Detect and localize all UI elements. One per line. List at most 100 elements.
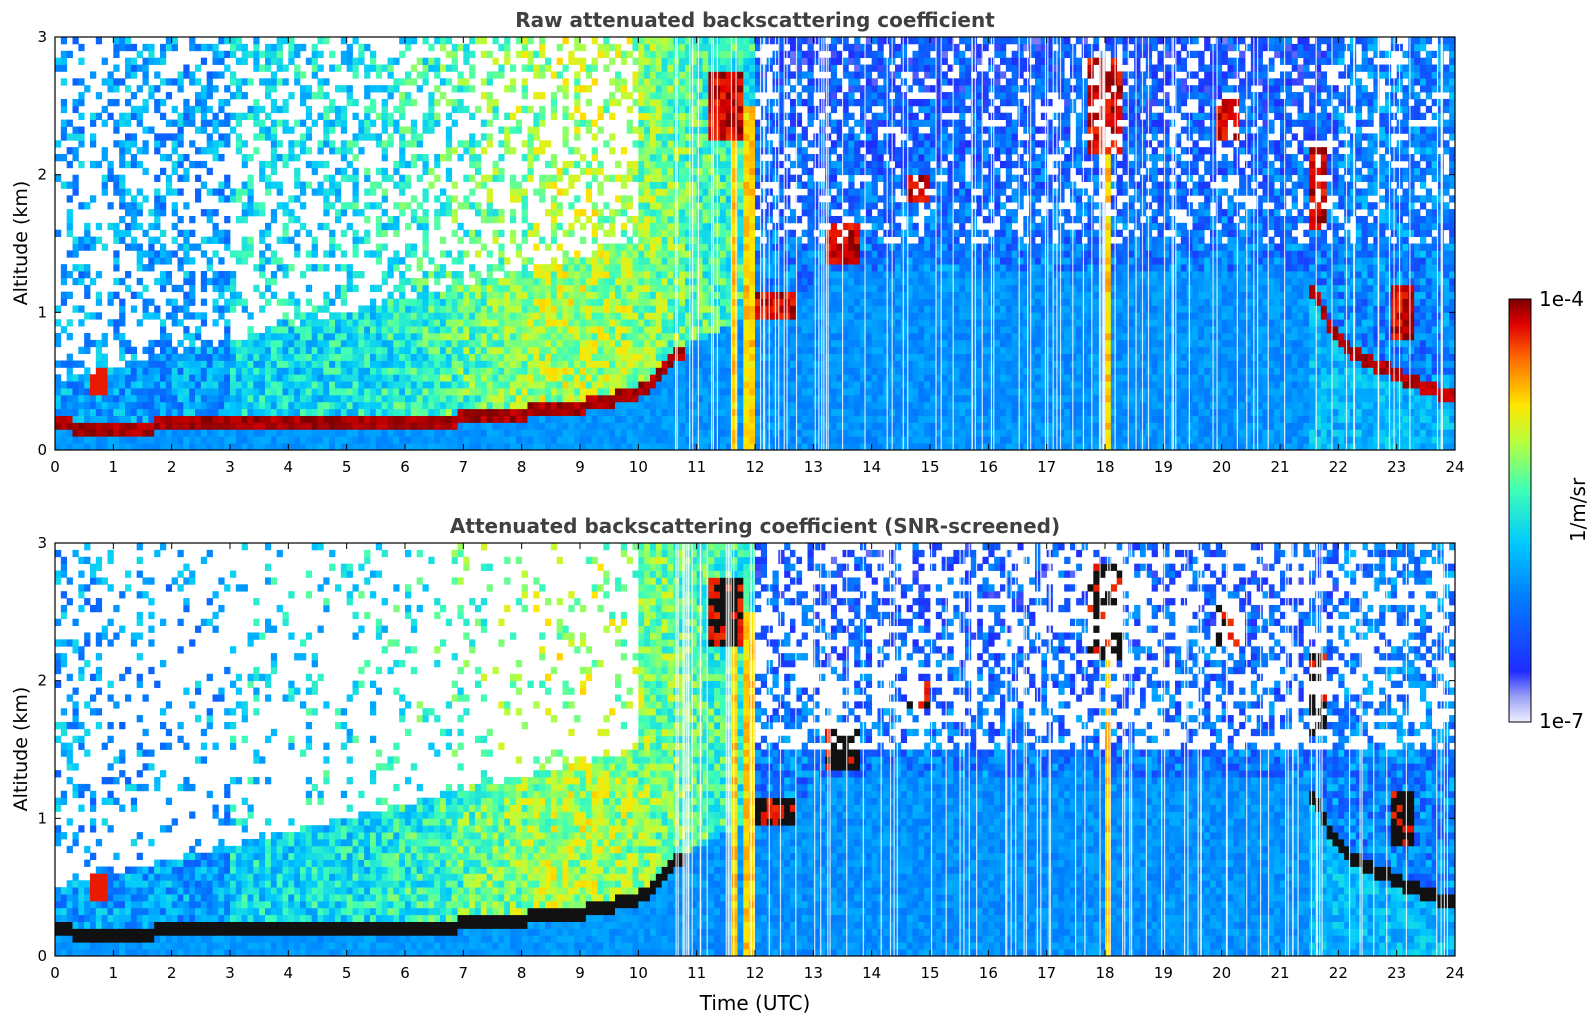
heatmap-cell-raw (206, 105, 213, 114)
heatmap-cell-raw (463, 339, 470, 348)
heatmap-cell-raw (206, 78, 213, 86)
heatmap-cell-raw (270, 140, 278, 148)
heatmap-cell-raw (749, 339, 756, 348)
heatmap-cell-raw (370, 50, 377, 59)
heatmap-cell-raw (107, 388, 114, 396)
heatmap-cell-raw (661, 160, 668, 169)
heatmap-cell-raw (755, 222, 762, 231)
heatmap-cell-raw (422, 229, 429, 238)
heatmap-cell-raw (638, 319, 645, 327)
heatmap-cell-raw (603, 215, 610, 224)
heatmap-cell-raw (393, 222, 400, 231)
heatmap-cell-raw (335, 388, 342, 396)
heatmap-cell-raw (638, 312, 645, 320)
heatmap-cell-raw (609, 229, 616, 238)
heatmap-cell-raw (731, 229, 738, 238)
heatmap-cell-raw (352, 381, 359, 389)
heatmap-cell-raw (323, 298, 330, 306)
heatmap-cell-raw (475, 140, 482, 148)
heatmap-cell-raw (259, 133, 266, 141)
heatmap-cell-raw (755, 291, 762, 299)
heatmap-cell-raw (370, 85, 377, 93)
heatmap-cell-raw (294, 243, 301, 251)
heatmap-cell-raw (265, 243, 272, 251)
heatmap-cell-raw (270, 415, 278, 423)
heatmap-cell-raw (340, 112, 348, 120)
heatmap-cell-raw (679, 215, 686, 224)
heatmap-cell-raw (340, 140, 348, 148)
heatmap-cell-raw (737, 436, 744, 444)
heatmap-cell-raw (230, 78, 237, 86)
heatmap-cell-raw (685, 257, 692, 265)
heatmap-cell-raw (195, 374, 202, 382)
heatmap-cell-raw (270, 257, 278, 265)
heatmap-cell-raw (679, 105, 686, 114)
heatmap-cell-raw (655, 167, 663, 176)
heatmap-cell-raw (638, 215, 645, 224)
heatmap-cell-raw (486, 408, 493, 416)
heatmap-cell-raw (632, 174, 639, 182)
heatmap-cell-raw (136, 222, 143, 231)
heatmap-cell-raw (667, 436, 674, 444)
heatmap-cell-raw (247, 209, 254, 217)
heatmap-cell-raw (305, 339, 313, 348)
heatmap-cell-raw (405, 401, 412, 410)
heatmap-cell-raw (300, 202, 307, 210)
heatmap-cell-raw (136, 429, 143, 437)
heatmap-cell-raw (440, 43, 447, 52)
heatmap-cell-raw (125, 71, 132, 79)
heatmap-cell-raw (685, 174, 692, 182)
heatmap-cell-raw (241, 236, 248, 244)
heatmap-cell-raw (731, 381, 738, 389)
heatmap-cell-raw (200, 388, 208, 396)
heatmap-cell-raw (650, 367, 657, 375)
heatmap-cell-raw (154, 422, 161, 430)
heatmap-cell-raw (743, 388, 750, 396)
heatmap-cell-raw (580, 257, 587, 265)
heatmap-cell-raw (235, 443, 243, 450)
heatmap-cell-raw (498, 319, 505, 327)
heatmap-cell-raw (550, 436, 558, 444)
heatmap-cell-raw (405, 436, 412, 444)
heatmap-cell-raw (515, 401, 523, 410)
heatmap-cell-raw (189, 43, 196, 52)
heatmap-cell-raw (550, 305, 558, 313)
heatmap-cell-raw (498, 291, 505, 299)
heatmap-cell-raw (451, 394, 458, 403)
heatmap-cell-raw (638, 436, 645, 444)
heatmap-cell-raw (125, 271, 132, 279)
heatmap-cell-raw (55, 408, 62, 416)
heatmap-cell-raw (731, 126, 738, 134)
heatmap-cell-raw (690, 140, 698, 148)
heatmap-cell-raw (410, 312, 418, 320)
heatmap-cell-raw (375, 436, 383, 444)
heatmap-cell-raw (690, 271, 698, 279)
heatmap-cell-raw (130, 140, 138, 148)
heatmap-cell-raw (189, 360, 196, 368)
heatmap-cell-raw (492, 319, 499, 327)
heatmap-cell-raw (667, 37, 674, 45)
heatmap-cell-raw (317, 374, 324, 382)
heatmap-cell-raw (119, 353, 126, 361)
heatmap-cell-raw (235, 367, 243, 375)
heatmap-cell-raw (480, 243, 488, 251)
heatmap-cell-raw (405, 277, 412, 286)
heatmap-cell-raw (183, 298, 190, 306)
heatmap-cell-raw (142, 167, 149, 176)
heatmap-cell-raw (387, 305, 394, 313)
heatmap-cell-raw (410, 388, 418, 396)
heatmap-cell-raw (696, 174, 703, 182)
heatmap-cell-raw (259, 339, 266, 348)
heatmap-cell-raw (632, 319, 639, 327)
heatmap-cell-raw (661, 222, 668, 231)
heatmap-cell-raw (340, 126, 348, 134)
heatmap-cell-raw (492, 71, 499, 79)
heatmap-cell-raw (655, 126, 663, 134)
heatmap-cell-raw (755, 332, 762, 341)
heatmap-cell-raw (679, 422, 686, 430)
heatmap-cell-raw (405, 394, 412, 403)
heatmap-cell-raw (451, 360, 458, 368)
heatmap-cell-raw (270, 346, 278, 355)
heatmap-cell-raw (224, 443, 231, 450)
heatmap-cell-raw (457, 346, 464, 355)
